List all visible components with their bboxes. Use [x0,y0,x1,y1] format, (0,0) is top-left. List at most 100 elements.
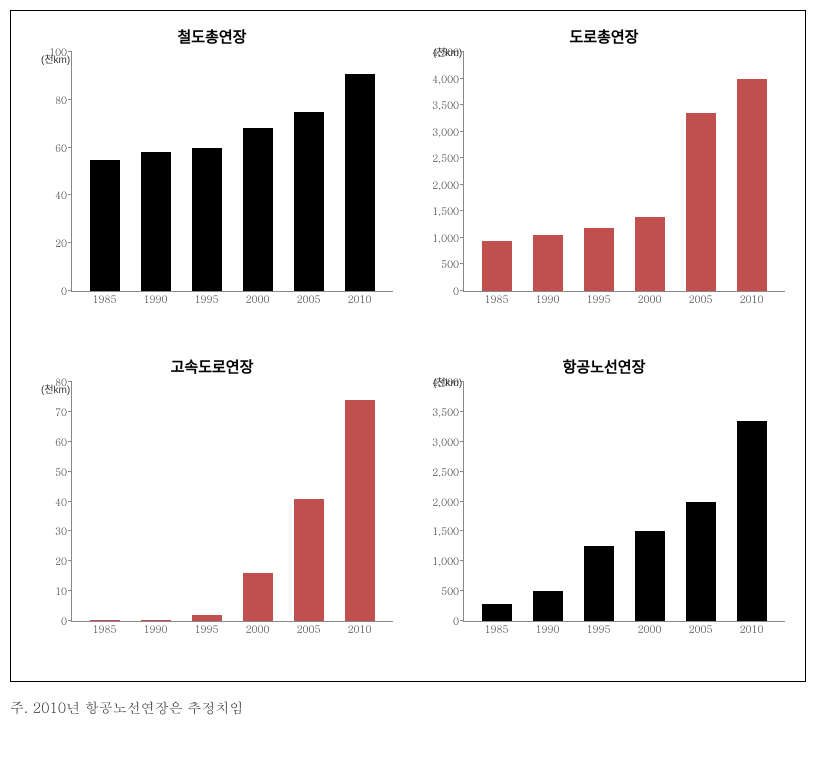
y-tick-label: 4,000 [419,72,459,86]
bar [584,228,614,291]
bar [294,112,324,291]
bar [192,148,222,291]
y-tick-mark [68,560,72,561]
y-tick-label: 2,500 [419,465,459,479]
bar [635,531,665,621]
y-tick-label: 30 [27,524,67,538]
y-tick-mark [68,411,72,412]
bar [533,235,563,291]
x-axis: 198519901995200020052010 [463,287,785,306]
y-tick-label: 2,500 [419,151,459,165]
y-tick-label: 3,000 [419,125,459,139]
x-tick-label: 1985 [90,622,120,636]
bar [243,128,273,291]
y-tick-mark [68,51,72,52]
y-tick-label: 20 [27,236,67,250]
bar [635,217,665,291]
x-axis: 198519901995200020052010 [71,287,393,306]
y-tick-label: 3,500 [419,98,459,112]
y-tick-label: 500 [419,257,459,271]
chart-title: 고속도로연장 [21,356,403,377]
y-tick-mark [68,471,72,472]
y-tick-label: 3,500 [419,405,459,419]
y-tick-label: 1,500 [419,204,459,218]
y-tick-mark [460,131,464,132]
bar [482,241,512,291]
plot-area: 020406080100 [71,52,393,292]
y-tick-mark [460,210,464,211]
x-tick-label: 2005 [294,622,324,636]
y-tick-mark [68,441,72,442]
bar [141,152,171,291]
bar [686,113,716,291]
x-tick-label: 2010 [345,292,375,306]
y-tick-label: 60 [27,141,67,155]
y-tick-mark [460,237,464,238]
bar [294,499,324,621]
y-tick-mark [68,381,72,382]
plot-area: 01020304050607080 [71,382,393,622]
y-axis: 01020304050607080 [27,382,67,621]
chart-panel-highway: 고속도로연장 (천km) 01020304050607080 198519901… [21,356,403,666]
x-tick-label: 2005 [294,292,324,306]
x-tick-label: 2000 [243,292,273,306]
bar [737,79,767,291]
x-tick-label: 1990 [533,622,563,636]
y-tick-label: 1,000 [419,231,459,245]
y-tick-label: 0 [419,614,459,628]
y-tick-mark [68,147,72,148]
x-tick-label: 1985 [90,292,120,306]
x-tick-label: 1990 [533,292,563,306]
y-tick-mark [460,51,464,52]
y-tick-mark [68,194,72,195]
plot-area: 05001,0001,5002,0002,5003,0003,5004,000 [463,382,785,622]
y-tick-label: 20 [27,554,67,568]
x-tick-label: 1995 [584,622,614,636]
bars-area [464,52,785,291]
bars-area [72,382,393,621]
x-tick-label: 2010 [737,622,767,636]
plot-area: 05001,0001,5002,0002,5003,0003,5004,0004… [463,52,785,292]
y-tick-label: 2,000 [419,178,459,192]
x-tick-label: 1990 [141,622,171,636]
bar [686,502,716,622]
x-tick-label: 1995 [192,622,222,636]
bar [737,421,767,621]
x-tick-label: 1995 [192,292,222,306]
x-tick-label: 2010 [737,292,767,306]
y-tick-mark [460,184,464,185]
y-tick-label: 0 [27,614,67,628]
bars-area [464,382,785,621]
chart-title: 항공노선연장 [413,356,795,377]
chart-panel-railway: 철도총연장 (천km) 020406080100 198519901995200… [21,26,403,336]
y-tick-label: 80 [27,93,67,107]
x-tick-label: 2000 [635,292,665,306]
x-tick-label: 2000 [243,622,273,636]
x-tick-label: 2005 [686,622,716,636]
bar [345,74,375,291]
y-tick-mark [460,560,464,561]
y-tick-label: 500 [419,584,459,598]
y-tick-mark [460,263,464,264]
y-tick-mark [460,471,464,472]
y-tick-label: 60 [27,435,67,449]
y-tick-label: 2,000 [419,495,459,509]
y-tick-mark [68,530,72,531]
y-tick-mark [460,441,464,442]
y-tick-mark [68,501,72,502]
x-tick-label: 2010 [345,622,375,636]
y-tick-mark [68,99,72,100]
x-axis: 1985 1990 1995 2000 2005 2010 [71,617,393,636]
chart-title: 철도총연장 [21,26,403,47]
bar [90,160,120,291]
y-tick-mark [460,104,464,105]
y-tick-mark [460,590,464,591]
y-tick-label: 4,500 [419,45,459,59]
y-tick-label: 1,500 [419,524,459,538]
y-tick-label: 80 [27,375,67,389]
y-tick-label: 40 [27,495,67,509]
y-tick-mark [460,157,464,158]
chart-title: 도로총연장 [413,26,795,47]
y-axis: 05001,0001,5002,0002,5003,0003,5004,0004… [419,52,459,291]
bar [243,573,273,621]
